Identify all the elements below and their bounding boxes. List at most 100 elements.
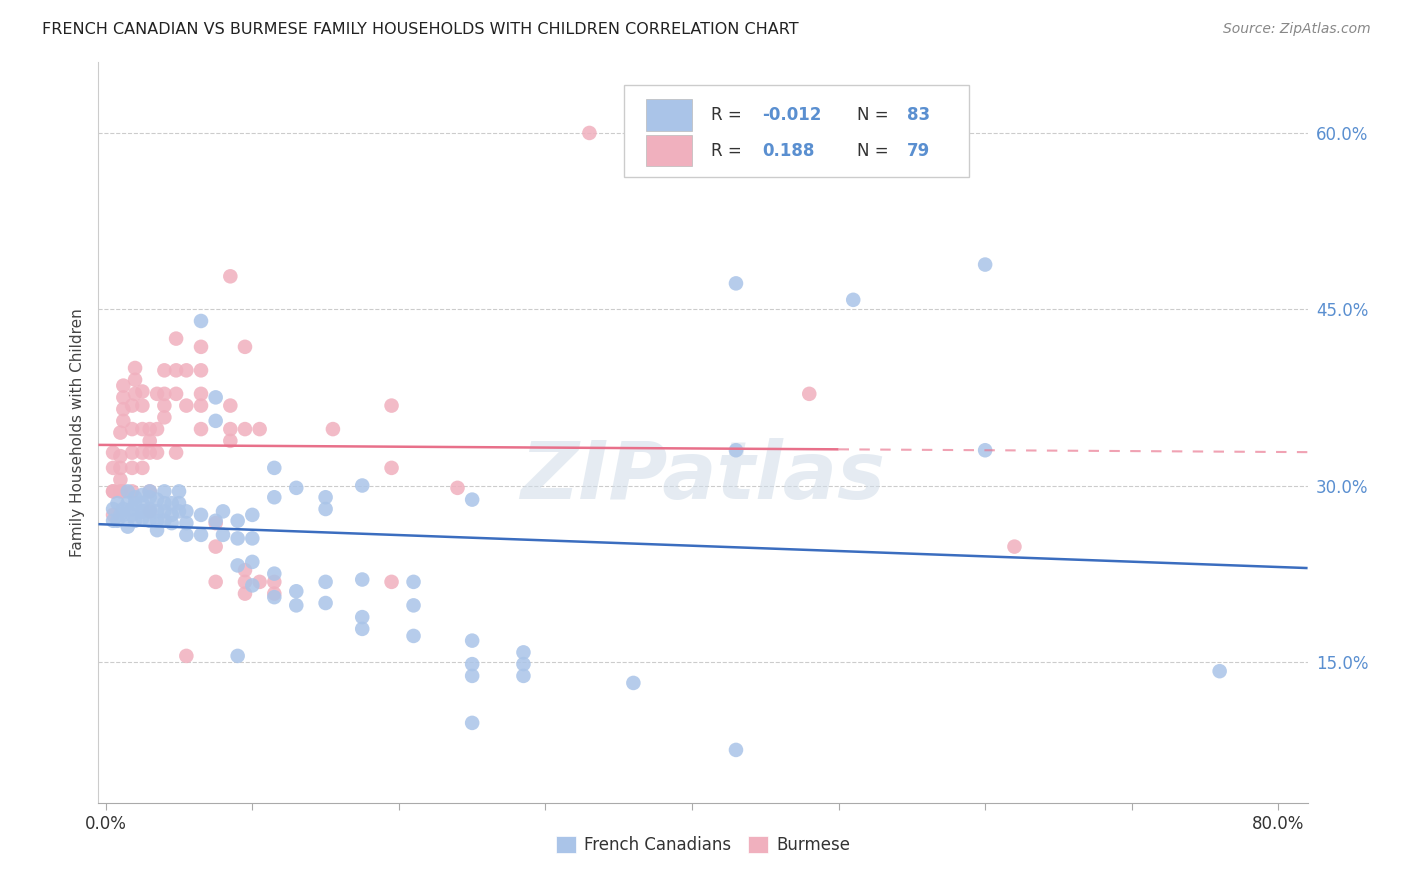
- Point: [124, 514, 146, 528]
- Text: 0.188: 0.188: [762, 142, 814, 160]
- Point: [124, 490, 146, 504]
- Point: [146, 445, 169, 459]
- Point: [138, 514, 160, 528]
- Point: [315, 502, 337, 516]
- Point: [131, 399, 153, 413]
- Point: [249, 574, 271, 589]
- Point: [380, 461, 402, 475]
- Point: [190, 399, 212, 413]
- Point: [190, 528, 212, 542]
- Point: [352, 573, 374, 587]
- Point: [121, 484, 143, 499]
- Point: [461, 492, 484, 507]
- Point: [124, 496, 146, 510]
- Text: N =: N =: [856, 106, 889, 124]
- Point: [621, 676, 644, 690]
- Point: [153, 484, 176, 499]
- Point: [153, 410, 176, 425]
- Point: [1208, 664, 1230, 678]
- Point: [124, 361, 146, 376]
- Point: [204, 540, 226, 554]
- Point: [402, 599, 425, 613]
- Point: [240, 532, 263, 546]
- Point: [204, 414, 226, 428]
- Point: [724, 443, 747, 458]
- Point: [121, 502, 143, 516]
- Point: [121, 445, 143, 459]
- Y-axis label: Family Households with Children: Family Households with Children: [69, 309, 84, 557]
- Point: [112, 508, 135, 522]
- Point: [176, 399, 198, 413]
- Point: [112, 390, 135, 404]
- Point: [322, 422, 344, 436]
- Point: [112, 502, 135, 516]
- Point: [176, 528, 198, 542]
- Text: N =: N =: [856, 142, 889, 160]
- Point: [107, 496, 129, 510]
- Point: [461, 633, 484, 648]
- Point: [233, 586, 256, 600]
- Point: [380, 574, 402, 589]
- Point: [176, 363, 198, 377]
- Point: [110, 484, 132, 499]
- Point: [176, 516, 198, 530]
- Point: [101, 461, 124, 475]
- Legend: French Canadians, Burmese: French Canadians, Burmese: [550, 830, 856, 861]
- Point: [117, 484, 139, 499]
- Point: [131, 461, 153, 475]
- Point: [121, 508, 143, 522]
- Point: [190, 340, 212, 354]
- Point: [131, 488, 153, 502]
- Point: [146, 492, 169, 507]
- Point: [107, 514, 129, 528]
- Text: FRENCH CANADIAN VS BURMESE FAMILY HOUSEHOLDS WITH CHILDREN CORRELATION CHART: FRENCH CANADIAN VS BURMESE FAMILY HOUSEH…: [42, 22, 799, 37]
- Point: [285, 584, 308, 599]
- Text: 79: 79: [907, 142, 931, 160]
- Text: Source: ZipAtlas.com: Source: ZipAtlas.com: [1223, 22, 1371, 37]
- Point: [226, 532, 249, 546]
- Point: [799, 387, 821, 401]
- Point: [204, 574, 226, 589]
- Point: [204, 390, 226, 404]
- Point: [101, 484, 124, 499]
- Point: [146, 514, 169, 528]
- Point: [226, 648, 249, 663]
- Point: [121, 422, 143, 436]
- Point: [461, 715, 484, 730]
- Point: [101, 508, 124, 522]
- Point: [131, 384, 153, 399]
- Point: [240, 508, 263, 522]
- Point: [146, 422, 169, 436]
- Point: [724, 743, 747, 757]
- Point: [263, 490, 285, 504]
- Point: [724, 277, 747, 291]
- Point: [204, 516, 226, 530]
- Point: [219, 399, 242, 413]
- Point: [190, 387, 212, 401]
- Point: [263, 574, 285, 589]
- Point: [263, 461, 285, 475]
- Point: [117, 519, 139, 533]
- Point: [240, 578, 263, 592]
- Point: [263, 566, 285, 581]
- Text: R =: R =: [711, 142, 742, 160]
- Point: [285, 481, 308, 495]
- Point: [131, 496, 153, 510]
- Point: [160, 496, 183, 510]
- Point: [146, 504, 169, 518]
- Point: [165, 332, 187, 346]
- Point: [131, 504, 153, 518]
- Text: -0.012: -0.012: [762, 106, 821, 124]
- Point: [138, 502, 160, 516]
- Point: [138, 434, 160, 448]
- Point: [167, 484, 190, 499]
- Text: 83: 83: [907, 106, 931, 124]
- Point: [165, 445, 187, 459]
- Point: [124, 387, 146, 401]
- Point: [112, 414, 135, 428]
- Point: [131, 422, 153, 436]
- Point: [160, 508, 183, 522]
- Point: [512, 657, 534, 672]
- Point: [974, 258, 997, 272]
- Point: [315, 596, 337, 610]
